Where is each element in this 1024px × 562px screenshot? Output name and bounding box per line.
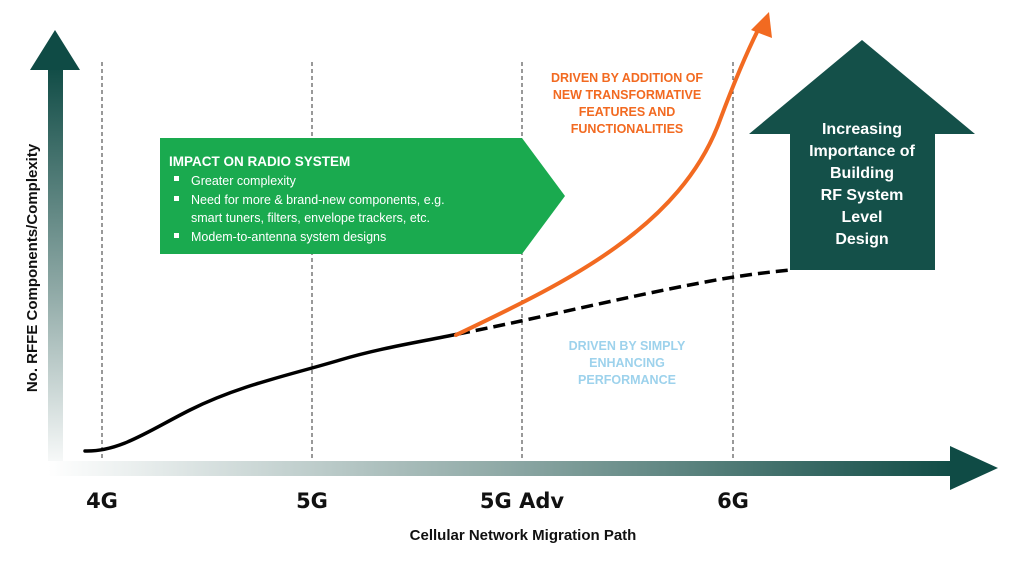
x-axis-title: Cellular Network Migration Path	[410, 527, 637, 544]
x-axis-shaft	[48, 461, 958, 476]
importance-line-1: Increasing	[822, 121, 902, 138]
enhancing-label: DRIVEN BY SIMPLY ENHANCING PERFORMANCE	[569, 339, 686, 387]
importance-arrow: Increasing Importance of Building RF Sys…	[749, 40, 975, 270]
x-axis	[48, 446, 998, 490]
stage-label-5g: 5G	[296, 489, 328, 513]
importance-arrow-text: Increasing Importance of Building RF Sys…	[809, 121, 915, 248]
impact-bullet-2-cont: smart tuners, filters, envelope trackers…	[191, 211, 430, 225]
transformative-label: DRIVEN BY ADDITION OF NEW TRANSFORMATIVE…	[551, 71, 703, 136]
enhancing-performance-curve	[457, 268, 791, 336]
x-axis-arrowhead	[950, 446, 998, 490]
bullet-marker	[174, 196, 179, 201]
transformative-label-line-1: DRIVEN BY ADDITION OF	[551, 71, 703, 85]
impact-bullet-1: Greater complexity	[191, 174, 297, 188]
transformative-label-line-2: NEW TRANSFORMATIVE	[553, 88, 701, 102]
stage-labels: 4G 5G 5G Adv 6G	[86, 489, 749, 513]
importance-line-5: Level	[842, 209, 883, 226]
enhancing-label-line-1: DRIVEN BY SIMPLY	[569, 339, 686, 353]
stage-label-4g: 4G	[86, 489, 118, 513]
y-axis-shaft	[48, 65, 63, 475]
impact-box-title: IMPACT ON RADIO SYSTEM	[169, 154, 350, 169]
impact-bullet-2: Need for more & brand-new components, e.…	[191, 193, 445, 207]
y-axis	[30, 30, 80, 475]
stage-label-5g-adv: 5G Adv	[480, 489, 564, 513]
enhancing-label-line-3: PERFORMANCE	[578, 373, 676, 387]
transformative-curve-arrowhead	[751, 12, 772, 38]
current-growth-curve	[83, 332, 460, 453]
y-axis-title: No. RFFE Components/Complexity	[24, 143, 41, 392]
bullet-marker	[174, 233, 179, 238]
impact-box-bullets: Greater complexity Need for more & brand…	[174, 174, 445, 244]
importance-line-2: Importance of	[809, 143, 915, 160]
enhancing-label-line-2: ENHANCING	[589, 356, 665, 370]
importance-line-4: RF System	[821, 187, 904, 204]
transformative-label-line-4: FUNCTIONALITIES	[571, 122, 684, 136]
impact-bullet-3: Modem-to-antenna system designs	[191, 230, 386, 244]
impact-box-shape	[160, 138, 565, 254]
transformative-label-line-3: FEATURES AND	[579, 105, 676, 119]
y-axis-arrowhead	[30, 30, 80, 70]
transformative-curve	[454, 28, 760, 337]
importance-line-6: Design	[835, 231, 888, 248]
importance-arrow-shape	[749, 40, 975, 270]
stage-label-6g: 6G	[717, 489, 749, 513]
importance-line-3: Building	[830, 165, 894, 182]
bullet-marker	[174, 176, 179, 181]
impact-box: IMPACT ON RADIO SYSTEM Greater complexit…	[160, 138, 565, 254]
stage-gridlines	[101, 62, 734, 458]
